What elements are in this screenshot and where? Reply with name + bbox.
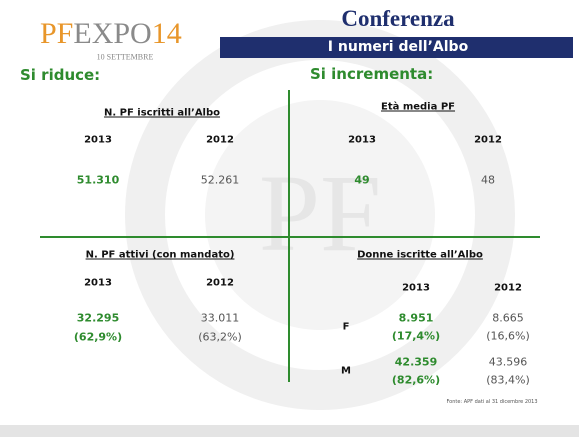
value: 8.665 bbox=[492, 311, 524, 325]
logo-year: 14 bbox=[151, 17, 182, 50]
value: 48 bbox=[481, 173, 495, 187]
value: 52.261 bbox=[200, 173, 240, 187]
year: 2013 bbox=[84, 277, 112, 289]
value: 8.951 bbox=[398, 311, 434, 325]
share: (83,4%) bbox=[486, 373, 530, 387]
year: 2012 bbox=[494, 282, 522, 294]
value: 42.359 bbox=[394, 355, 438, 369]
logo-pf: PF bbox=[40, 17, 74, 50]
share: (63,2%) bbox=[198, 330, 242, 344]
year: 2013 bbox=[402, 282, 430, 294]
year: 2012 bbox=[474, 134, 502, 146]
value: 51.310 bbox=[76, 173, 120, 187]
share: (82,6%) bbox=[391, 373, 441, 387]
value: 32.295 bbox=[76, 311, 120, 325]
share: (16,6%) bbox=[486, 329, 530, 343]
value: 33.011 bbox=[200, 311, 240, 325]
share: (62,9%) bbox=[73, 330, 123, 344]
year: 2012 bbox=[206, 277, 234, 289]
logo-date: 10 SETTEMBRE bbox=[96, 52, 154, 62]
subtitle: I numeri dell’Albo bbox=[327, 39, 469, 55]
footnote: Fonte: APF dati al 31 dicembre 2013 bbox=[446, 399, 538, 405]
row-label: F bbox=[342, 321, 350, 333]
value: 49 bbox=[354, 173, 370, 187]
section-label: Si incrementa: bbox=[310, 65, 434, 83]
share: (17,4%) bbox=[391, 329, 441, 343]
quadrant-title: Donne iscritte all’Albo bbox=[357, 249, 483, 261]
logo: PFEXPO14 bbox=[40, 17, 182, 51]
title: Conferenza bbox=[341, 6, 455, 31]
quadrant-title: N. PF iscritti all’Albo bbox=[103, 107, 221, 119]
quadrant-title: N. PF attivi (con mandato) bbox=[85, 249, 235, 261]
value: 43.596 bbox=[488, 355, 528, 369]
row-label: M bbox=[341, 365, 351, 377]
year: 2013 bbox=[348, 134, 376, 146]
quadrant-title: Età media PF bbox=[380, 101, 456, 113]
year: 2013 bbox=[84, 134, 112, 146]
svg-text:PF: PF bbox=[259, 152, 381, 274]
section-label: Si riduce: bbox=[20, 66, 101, 84]
logo-expo: EXPO bbox=[73, 17, 152, 50]
year: 2012 bbox=[206, 134, 234, 146]
